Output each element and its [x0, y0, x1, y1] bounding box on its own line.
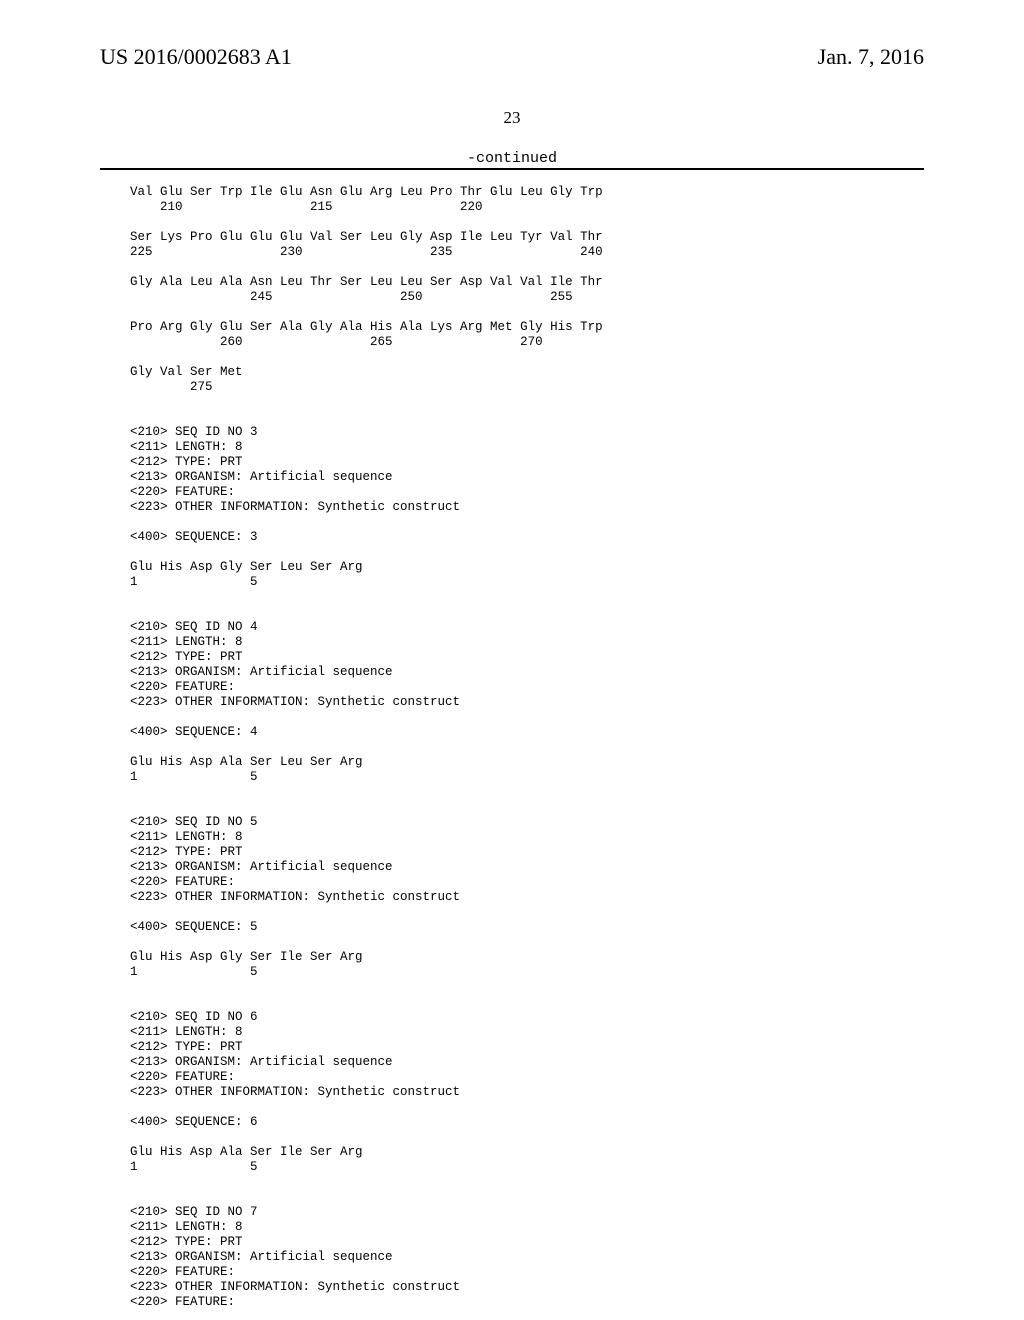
- sequence-listing: Val Glu Ser Trp Ile Glu Asn Glu Arg Leu …: [130, 185, 890, 1310]
- publication-date: Jan. 7, 2016: [818, 44, 924, 70]
- page: US 2016/0002683 A1 Jan. 7, 2016 23 -cont…: [0, 0, 1024, 1320]
- horizontal-rule: [100, 168, 924, 170]
- page-number: 23: [0, 108, 1024, 128]
- publication-number: US 2016/0002683 A1: [100, 44, 292, 70]
- continued-label: -continued: [0, 150, 1024, 167]
